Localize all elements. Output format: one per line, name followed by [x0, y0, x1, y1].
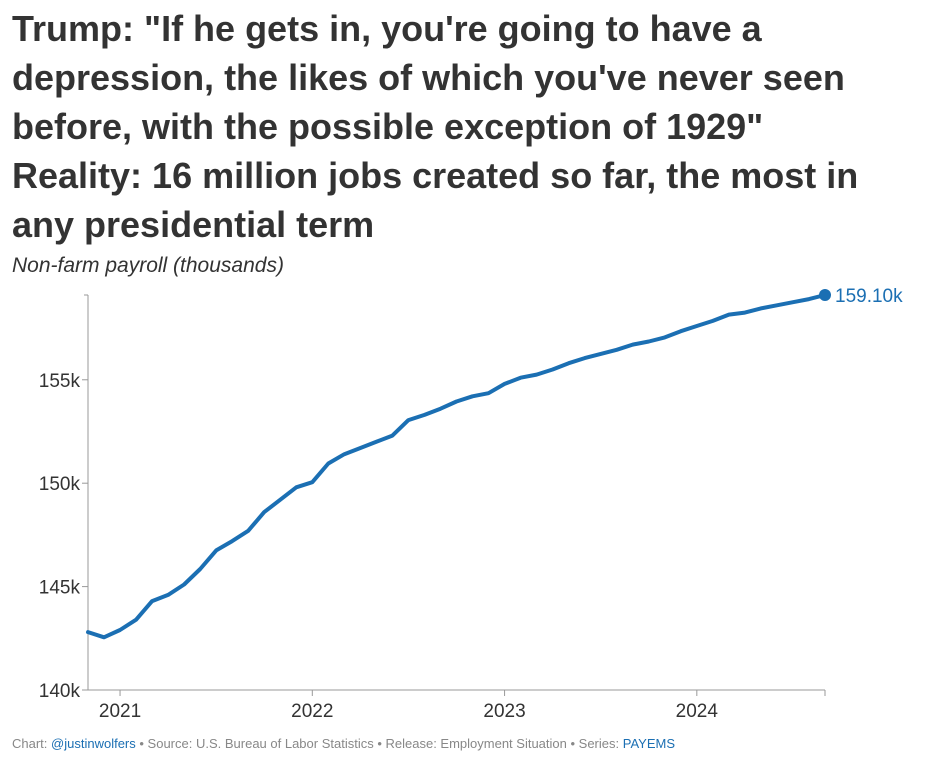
chart-subtitle: Non-farm payroll (thousands) — [12, 254, 284, 277]
x-tick-label: 2021 — [99, 701, 141, 722]
y-tick-label: 145k — [39, 578, 81, 599]
footer-series-link[interactable]: PAYEMS — [622, 736, 676, 751]
series-line-payems — [86, 293, 827, 640]
footer-chart-label: Chart: — [12, 736, 48, 751]
footer-series-label: Series: — [578, 736, 620, 751]
y-tick-label: 140k — [39, 681, 81, 702]
title-line-2: depression, the likes of which you've ne… — [12, 57, 845, 98]
chart-plot-area: 159.10k — [86, 286, 903, 640]
footer-separator: • — [135, 736, 148, 751]
footer-separator: • — [566, 736, 579, 751]
title-line-5: any presidential term — [12, 204, 375, 245]
x-tick-label: 2024 — [676, 701, 719, 722]
footer-author-link[interactable]: @justinwolfers — [51, 736, 136, 751]
series-end-label: 159.10k — [835, 286, 903, 307]
title-line-1: Trump: "If he gets in, you're going to h… — [12, 8, 762, 49]
chart-axes: 140k 145k 150k 155k 2021 2022 2023 2024 — [39, 294, 826, 722]
y-tick-label: 150k — [39, 474, 81, 495]
chart-title: Trump: "If he gets in, you're going to h… — [12, 4, 922, 249]
series-end-point — [819, 289, 831, 301]
x-tick-label: 2023 — [483, 701, 525, 722]
y-tick-label: 155k — [39, 371, 81, 392]
footer-separator: • — [373, 736, 386, 751]
footer-release: Release: Employment Situation — [385, 736, 567, 751]
footer-source: Source: U.S. Bureau of Labor Statistics — [147, 736, 374, 751]
title-line-4: Reality: 16 million jobs created so far,… — [12, 155, 859, 196]
title-line-3: before, with the possible exception of 1… — [12, 106, 764, 147]
x-tick-label: 2022 — [291, 701, 333, 722]
chart-footer: Chart: @justinwolfers • Source: U.S. Bur… — [12, 736, 675, 751]
